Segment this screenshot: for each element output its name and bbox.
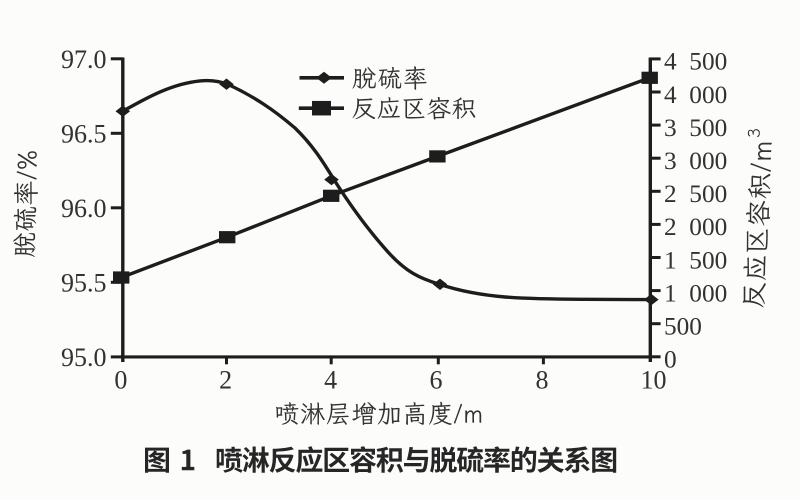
svg-text:3 000: 3 000: [664, 147, 727, 175]
svg-text:4 500: 4 500: [664, 48, 727, 76]
svg-text:8: 8: [536, 366, 549, 395]
svg-text:97.0: 97.0: [61, 45, 107, 74]
svg-text:96.5: 96.5: [61, 119, 107, 148]
svg-text:500: 500: [664, 313, 702, 341]
svg-text:96.0: 96.0: [61, 194, 107, 223]
svg-text:2 000: 2 000: [664, 213, 727, 241]
svg-text:0: 0: [664, 346, 677, 374]
svg-text:2: 2: [219, 366, 232, 395]
svg-text:1 000: 1 000: [664, 279, 727, 307]
svg-text:95.0: 95.0: [61, 343, 107, 372]
svg-text:4: 4: [324, 366, 337, 395]
svg-text:95.5: 95.5: [61, 268, 107, 297]
svg-text:4 000: 4 000: [664, 81, 727, 109]
svg-text:0: 0: [114, 366, 127, 395]
svg-text:1 500: 1 500: [664, 246, 727, 274]
svg-text:10: 10: [641, 366, 667, 395]
svg-text:3 500: 3 500: [664, 114, 727, 142]
svg-text:6: 6: [430, 366, 443, 395]
svg-text:2 500: 2 500: [664, 180, 727, 208]
